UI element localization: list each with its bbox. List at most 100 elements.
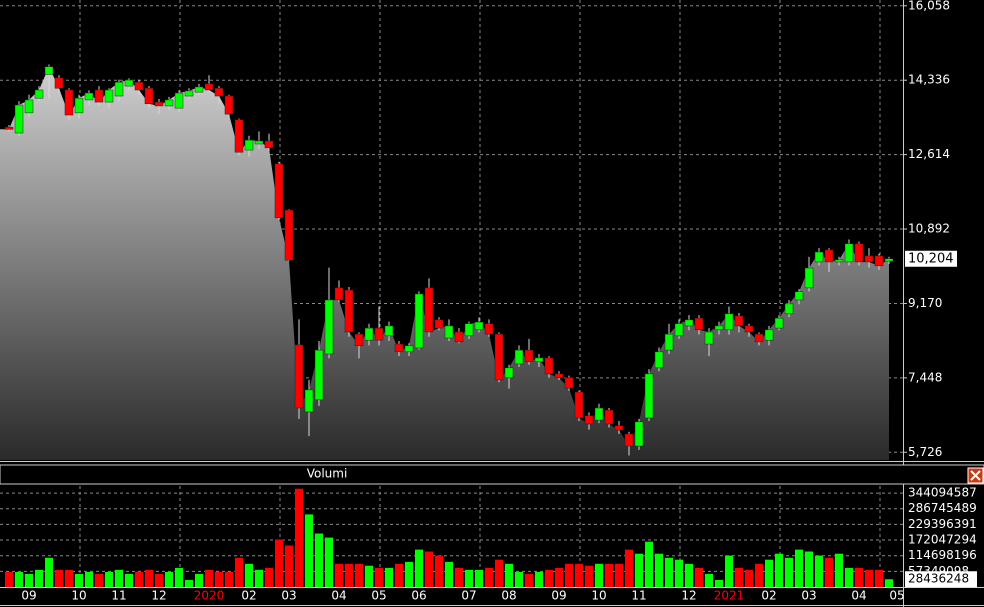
candle-body xyxy=(594,407,604,421)
candle-body xyxy=(194,86,204,93)
x-tick-label: 12 xyxy=(681,589,696,603)
volume-bar xyxy=(25,573,33,587)
candle-body xyxy=(474,321,484,331)
candle-body xyxy=(324,299,334,355)
candle-body xyxy=(814,251,824,263)
candle-body xyxy=(334,287,344,301)
candle-body xyxy=(604,409,614,425)
candle-body xyxy=(454,331,464,343)
volume-bar xyxy=(475,569,483,587)
volume-bar xyxy=(595,563,603,587)
volume-bar xyxy=(165,571,173,587)
volume-bar xyxy=(265,567,273,587)
volume-bar xyxy=(545,569,553,587)
volume-bar xyxy=(355,563,363,587)
volume-bar xyxy=(365,565,373,587)
volume-bar xyxy=(585,565,593,587)
volume-bar xyxy=(535,571,543,587)
candle-body xyxy=(44,66,54,75)
candle-body xyxy=(674,323,684,337)
x-tick-label: 02 xyxy=(241,589,256,603)
volume-bar xyxy=(565,563,573,587)
candle-body xyxy=(4,126,14,130)
volume-bar xyxy=(605,563,613,587)
volume-bar xyxy=(705,573,713,587)
candle-body xyxy=(774,317,784,329)
volume-bar xyxy=(105,571,113,587)
x-tick-label: 10 xyxy=(591,589,606,603)
y-tick-label: 16,058 xyxy=(908,0,950,12)
volume-bar xyxy=(495,559,503,587)
candle-body xyxy=(434,319,444,329)
candle-body xyxy=(214,87,224,97)
volume-bar xyxy=(825,557,833,587)
x-tick-label: 2020 xyxy=(194,589,225,603)
y-tick-label: 5,726 xyxy=(908,445,942,459)
volume-bar xyxy=(765,559,773,587)
candle-body xyxy=(104,89,114,103)
y-tick-label: 7,448 xyxy=(908,370,942,384)
x-tick-label: 05 xyxy=(371,589,386,603)
volume-bar xyxy=(235,557,243,587)
candle-body xyxy=(744,325,754,333)
candle-body xyxy=(184,90,194,97)
x-tick-label: 11 xyxy=(111,589,126,603)
volume-bar xyxy=(95,573,103,587)
candle-body xyxy=(74,97,84,114)
candle-body xyxy=(534,357,544,363)
volume-bar xyxy=(385,567,393,587)
candle-body xyxy=(464,323,474,337)
x-tick-label: 04 xyxy=(331,589,346,603)
volume-bar xyxy=(145,569,153,587)
candle-body xyxy=(224,95,234,115)
candle-body xyxy=(734,315,744,327)
candle-body xyxy=(254,140,264,145)
candle-body xyxy=(204,83,214,91)
candle-body xyxy=(614,425,624,431)
volume-bar xyxy=(875,569,883,587)
close-button[interactable] xyxy=(967,467,984,484)
volume-tick-label: 229396391 xyxy=(908,517,977,531)
candle-body xyxy=(634,421,644,447)
candle-body xyxy=(514,349,524,365)
x-tick-label: 06 xyxy=(411,589,426,603)
x-tick-label: 05 xyxy=(889,589,904,603)
candle-body xyxy=(394,343,404,353)
candle-body xyxy=(704,331,714,345)
candle-body xyxy=(664,333,674,351)
volume-bar xyxy=(815,555,823,587)
volume-tick-label: 114698196 xyxy=(908,548,977,562)
candle-body xyxy=(584,415,594,425)
candle-body xyxy=(844,243,854,263)
candle-body xyxy=(234,119,244,153)
candle-body xyxy=(554,373,564,379)
volume-bar xyxy=(55,569,63,587)
candle-body xyxy=(624,433,634,447)
volume-bar xyxy=(185,579,193,587)
volume-bar xyxy=(285,545,293,587)
volume-bar xyxy=(785,557,793,587)
volume-bar xyxy=(125,573,133,587)
x-tick-label: 12 xyxy=(151,589,166,603)
volume-tick-label: 172047294 xyxy=(908,533,977,547)
x-tick-label: 09 xyxy=(551,589,566,603)
volume-bar xyxy=(435,555,443,587)
candle-body xyxy=(884,258,894,262)
candle-body xyxy=(64,89,74,116)
candle-body xyxy=(834,259,844,263)
volume-tick-label: 286745489 xyxy=(908,501,977,515)
volume-bar xyxy=(715,579,723,587)
volume-bar xyxy=(135,571,143,587)
x-tick-label: 08 xyxy=(501,589,516,603)
volume-tick-label: 344094587 xyxy=(908,486,977,500)
x-tick-label: 04 xyxy=(851,589,866,603)
candle-body xyxy=(544,357,554,375)
volume-bar xyxy=(455,567,463,587)
candle-body xyxy=(54,77,64,89)
volume-bar xyxy=(5,571,13,587)
candle-body xyxy=(654,351,664,369)
y-tick-label: 9,170 xyxy=(908,296,942,310)
candle-body xyxy=(564,377,574,389)
volume-bar xyxy=(835,553,843,587)
